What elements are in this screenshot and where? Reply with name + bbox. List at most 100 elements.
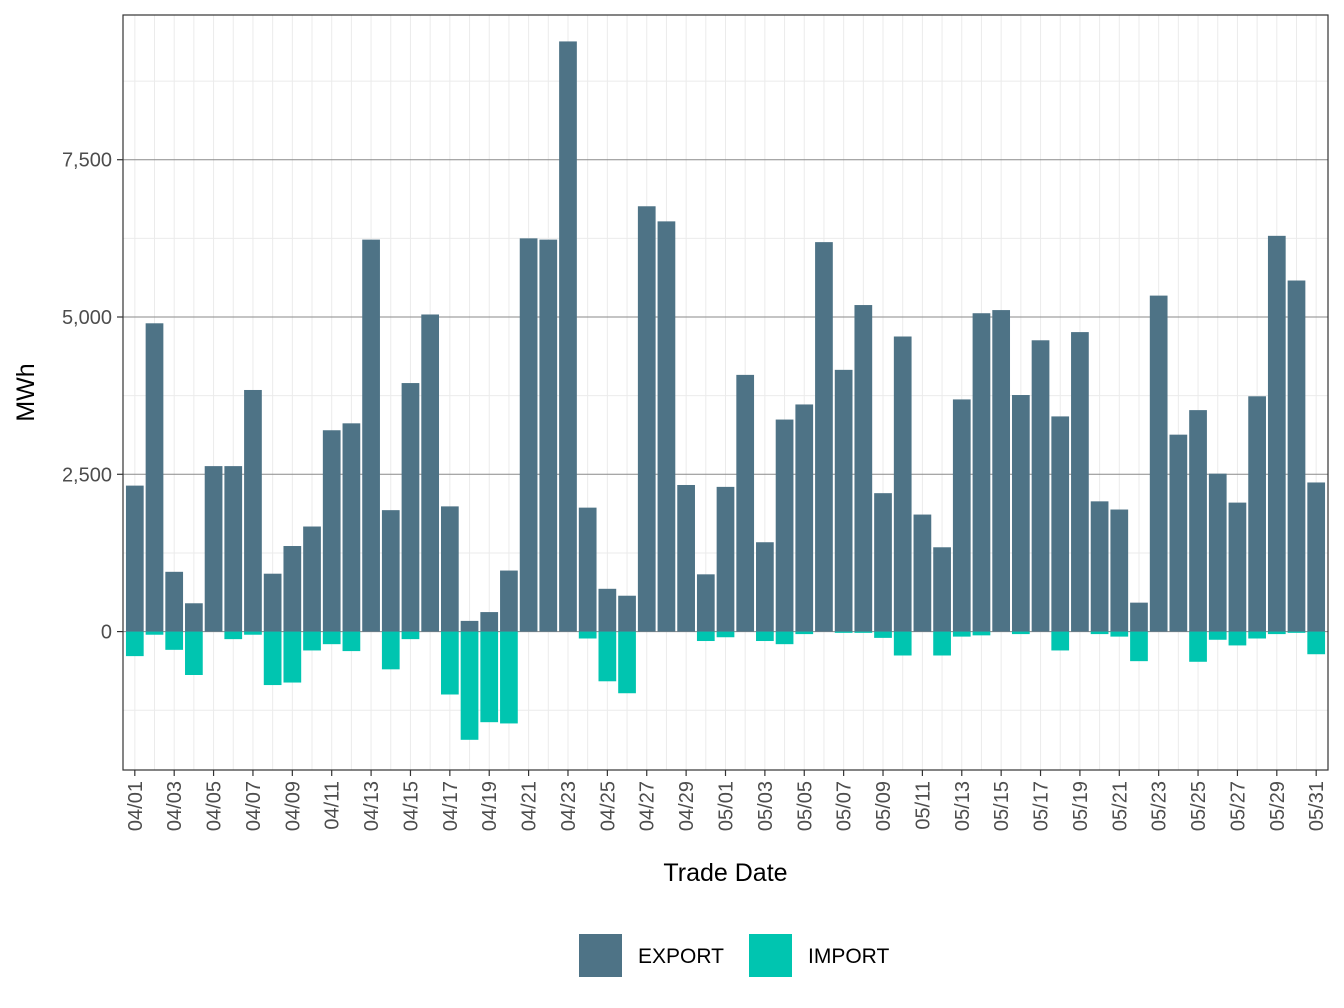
bar-export-04-04 [185,603,203,632]
legend-swatch-import [749,934,792,977]
bar-export-04-23 [559,41,577,632]
bar-import-04-06 [224,631,243,640]
bar-export-05-18 [1051,416,1070,632]
bar-import-04-17 [440,631,459,695]
bar-import-04-12 [342,631,361,652]
bar-export-04-20 [500,570,518,632]
y-tick-label: 7,500 [62,150,112,172]
bar-export-05-09 [874,493,892,632]
bar-export-05-04 [775,419,794,632]
bar-export-04-26 [618,595,636,632]
bar-import-05-07 [834,631,853,633]
bar-export-05-26 [1208,473,1227,632]
x-tick-label: 05/13 [952,781,974,831]
bar-export-04-29 [677,484,695,632]
bar-export-04-13 [362,239,380,632]
x-tick-label: 04/01 [125,781,147,831]
bar-import-04-15 [401,631,420,640]
bar-import-05-09 [874,631,892,638]
bar-import-05-03 [756,631,774,642]
bar-import-04-10 [303,631,321,651]
bar-export-04-28 [657,221,676,632]
bar-export-04-14 [381,510,400,632]
bar-export-05-01 [716,486,735,632]
bar-export-05-16 [1011,395,1030,632]
bar-import-05-30 [1287,631,1306,633]
bar-export-04-08 [263,573,282,632]
x-tick-label: 05/11 [912,781,934,830]
x-tick-label: 04/07 [243,781,265,831]
bar-import-05-29 [1267,631,1286,635]
bar-export-04-07 [244,389,262,632]
x-tick-label: 04/29 [676,781,698,831]
bar-export-04-05 [204,466,223,632]
bar-export-05-10 [893,336,912,632]
x-axis-title: Trade Date [663,859,787,887]
x-tick-label: 04/27 [637,781,659,831]
bar-import-05-20 [1090,631,1109,635]
bar-import-04-19 [480,631,499,723]
bar-export-04-09 [283,546,302,632]
bar-export-04-15 [401,383,420,632]
bar-export-05-31 [1307,482,1326,632]
bar-export-04-19 [480,612,499,632]
x-tick-label: 05/19 [1070,781,1092,831]
bar-import-05-10 [893,631,912,656]
bar-export-05-03 [756,542,774,632]
bar-export-05-29 [1267,235,1286,632]
y-axis-ticks: 0 2,500 5,000 7,500 [62,150,123,644]
bar-export-04-12 [342,423,361,632]
x-axis-ticks: 04/01 04/03 04/05 04/07 04/09 04/11 04/13 04/15… [125,770,1328,831]
bar-import-05-08 [854,631,873,633]
legend-swatch-export [579,934,622,977]
bar-export-05-22 [1130,602,1148,632]
bar-export-04-01 [125,485,144,632]
bar-import-04-25 [598,631,617,682]
bar-import-04-07 [244,631,262,635]
bar-import-05-22 [1130,631,1148,662]
bar-import-04-08 [263,631,282,686]
x-tick-label: 05/07 [834,781,856,831]
x-tick-label: 04/03 [164,781,186,831]
legend-label-export: EXPORT [638,945,724,968]
bar-import-05-28 [1248,631,1266,639]
bar-export-05-12 [933,547,951,632]
y-tick-label: 2,500 [62,464,112,486]
x-tick-label: 05/31 [1306,781,1328,831]
bar-export-04-06 [224,466,243,632]
bar-export-04-10 [303,526,321,632]
bar-import-05-01 [716,631,735,638]
bar-import-05-05 [795,631,814,635]
bar-export-04-22 [539,239,558,632]
bar-export-04-24 [578,507,597,632]
bar-export-05-20 [1090,501,1109,632]
bar-export-05-11 [913,514,932,632]
bar-export-05-24 [1169,434,1188,632]
bar-export-05-28 [1248,396,1266,632]
bar-import-04-01 [125,631,144,657]
bar-import-04-04 [185,631,203,675]
x-tick-label: 05/15 [991,781,1013,831]
x-tick-label: 04/09 [282,781,304,831]
bar-import-04-11 [322,631,341,645]
x-tick-label: 04/25 [597,781,619,831]
x-tick-label: 04/21 [519,781,541,831]
bar-import-05-16 [1011,631,1030,635]
x-tick-label: 05/17 [1031,781,1053,831]
y-axis-title: MWh [12,363,40,421]
x-tick-label: 04/05 [204,781,226,831]
bar-export-04-30 [696,574,715,632]
bar-import-04-02 [145,631,164,635]
x-tick-label: 04/19 [479,781,501,831]
bar-export-04-21 [519,238,538,632]
x-tick-label: 04/13 [361,781,383,831]
legend-label-import: IMPORT [808,945,889,968]
bar-export-05-05 [795,404,814,632]
bar-export-05-19 [1071,332,1089,632]
bar-export-04-11 [322,430,341,632]
bar-export-05-21 [1110,509,1129,632]
bar-import-04-30 [696,631,715,642]
bar-import-05-26 [1208,631,1227,640]
